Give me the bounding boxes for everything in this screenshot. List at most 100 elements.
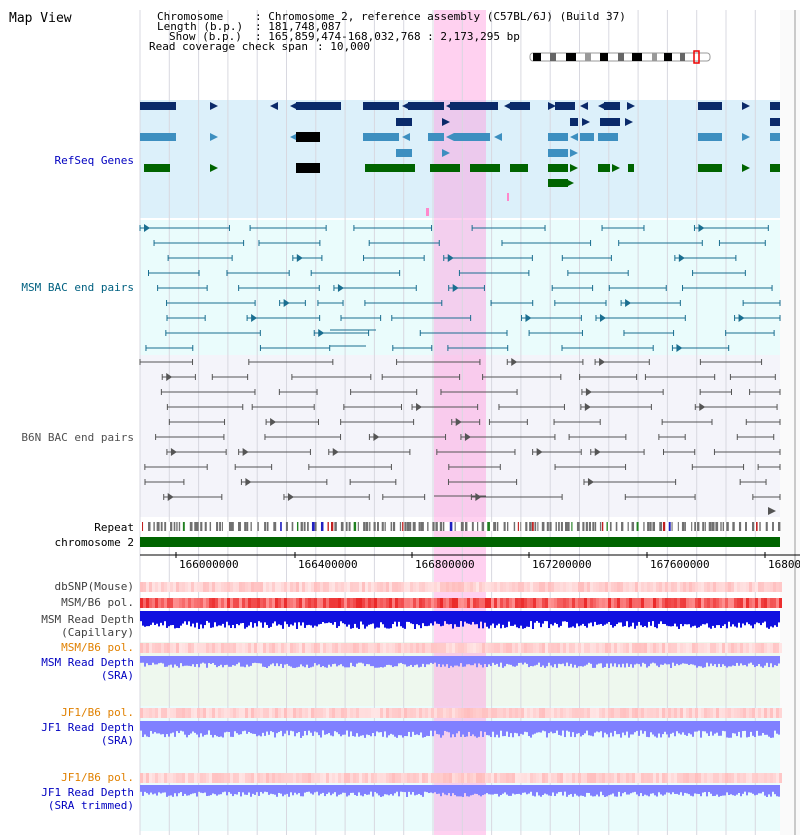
heat-cell [506, 708, 509, 718]
heat-cell [140, 708, 143, 718]
depth-bar [322, 611, 324, 623]
depth-bar [402, 611, 404, 628]
depth-bar [454, 656, 456, 666]
depth-bar [658, 611, 660, 624]
depth-bar [280, 656, 282, 664]
heat-cell [740, 708, 743, 718]
heat-cell [659, 598, 662, 608]
track-label-msm-b6-pol-2[interactable]: MSM/B6 pol. [61, 641, 134, 654]
track-label-refseq[interactable]: RefSeq Genes [54, 154, 134, 167]
track-label-jf1-depth-trimmed[interactable]: JF1 Read Depth [41, 786, 134, 799]
depth-bar [508, 721, 510, 737]
track-label-dbsnp[interactable]: dbSNP(Mouse) [54, 580, 134, 593]
heat-cell [737, 643, 740, 653]
track-label-msm-bac[interactable]: MSM BAC end pairs [21, 281, 134, 294]
heat-cell [215, 582, 218, 592]
heat-cell [518, 708, 521, 718]
repeat-element [493, 522, 497, 531]
heat-cell [440, 643, 443, 653]
heat-cell [770, 643, 773, 653]
repeat-element [772, 522, 774, 531]
track-label-jf1-depth-sra[interactable]: JF1 Read Depth [41, 721, 134, 734]
depth-bar [176, 785, 178, 797]
heat-cell [341, 598, 344, 608]
track-label-b6n-bac[interactable]: B6N BAC end pairs [21, 431, 134, 444]
repeat-element [194, 522, 198, 531]
heat-cell [467, 598, 470, 608]
track-label-msm-b6-pol[interactable]: MSM/B6 pol. [61, 596, 134, 609]
heat-cell [332, 582, 335, 592]
depth-bar [166, 785, 168, 797]
heat-cell [215, 643, 218, 653]
depth-bar [186, 785, 188, 796]
heat-cell [641, 582, 644, 592]
heat-cell [689, 773, 692, 783]
heat-cell [398, 643, 401, 653]
track-label-msm-depth-sra[interactable]: MSM Read Depth [41, 656, 134, 669]
heat-cell [269, 598, 272, 608]
depth-bar [338, 611, 340, 627]
heat-cell [152, 773, 155, 783]
heat-cell [452, 708, 455, 718]
heat-cell [170, 582, 173, 592]
depth-bar [232, 721, 234, 737]
heat-cell [278, 582, 281, 592]
depth-bar [754, 721, 756, 738]
depth-bar [412, 785, 414, 793]
heat-cell [161, 643, 164, 653]
depth-bar [716, 656, 718, 668]
depth-bar [214, 611, 216, 623]
track-label-repeat[interactable]: Repeat [94, 521, 134, 534]
heat-cell [344, 773, 347, 783]
heat-cell [284, 708, 287, 718]
depth-bar [514, 656, 516, 667]
depth-bar [772, 656, 774, 668]
depth-bar [754, 611, 756, 625]
heat-cell [698, 773, 701, 783]
depth-bar [206, 721, 208, 735]
heat-cell [248, 708, 251, 718]
depth-bar [466, 721, 468, 737]
gene-exon [363, 133, 399, 141]
depth-bar [670, 656, 672, 668]
heat-cell [497, 773, 500, 783]
bac-arrow [738, 314, 745, 322]
heat-cell [311, 773, 314, 783]
depth-bar [770, 785, 772, 797]
bac-arrow [599, 314, 606, 322]
depth-bar [634, 721, 636, 733]
track-label-chromosome[interactable]: chromosome 2 [54, 536, 134, 549]
depth-bar [762, 721, 764, 733]
heat-cell [560, 598, 563, 608]
heat-cell [620, 643, 623, 653]
depth-bar [266, 785, 268, 793]
heat-cell [299, 708, 302, 718]
depth-bar [396, 785, 398, 792]
heat-cell [236, 643, 239, 653]
depth-bar [216, 721, 218, 737]
depth-bar [458, 611, 460, 627]
gene-arrow [270, 102, 278, 110]
track-label-msm-depth-capillary[interactable]: MSM Read Depth [41, 613, 134, 626]
heat-cell [296, 773, 299, 783]
heat-cell [500, 708, 503, 718]
heat-cell [140, 643, 143, 653]
heat-cell [422, 582, 425, 592]
depth-bar [392, 721, 394, 735]
depth-bar [600, 656, 602, 664]
depth-bar [664, 656, 666, 664]
depth-bar [324, 721, 326, 735]
depth-bar [668, 611, 670, 627]
heat-cell [233, 598, 236, 608]
track-label-jf1-b6-pol-2[interactable]: JF1/B6 pol. [61, 771, 134, 784]
depth-bar [394, 785, 396, 794]
heat-cell [752, 582, 755, 592]
heat-cell [509, 708, 512, 718]
heat-cell [458, 708, 461, 718]
depth-bar [286, 656, 288, 664]
depth-bar [244, 656, 246, 668]
track-label-jf1-b6-pol[interactable]: JF1/B6 pol. [61, 706, 134, 719]
depth-bar [168, 656, 170, 666]
depth-bar [666, 785, 668, 793]
